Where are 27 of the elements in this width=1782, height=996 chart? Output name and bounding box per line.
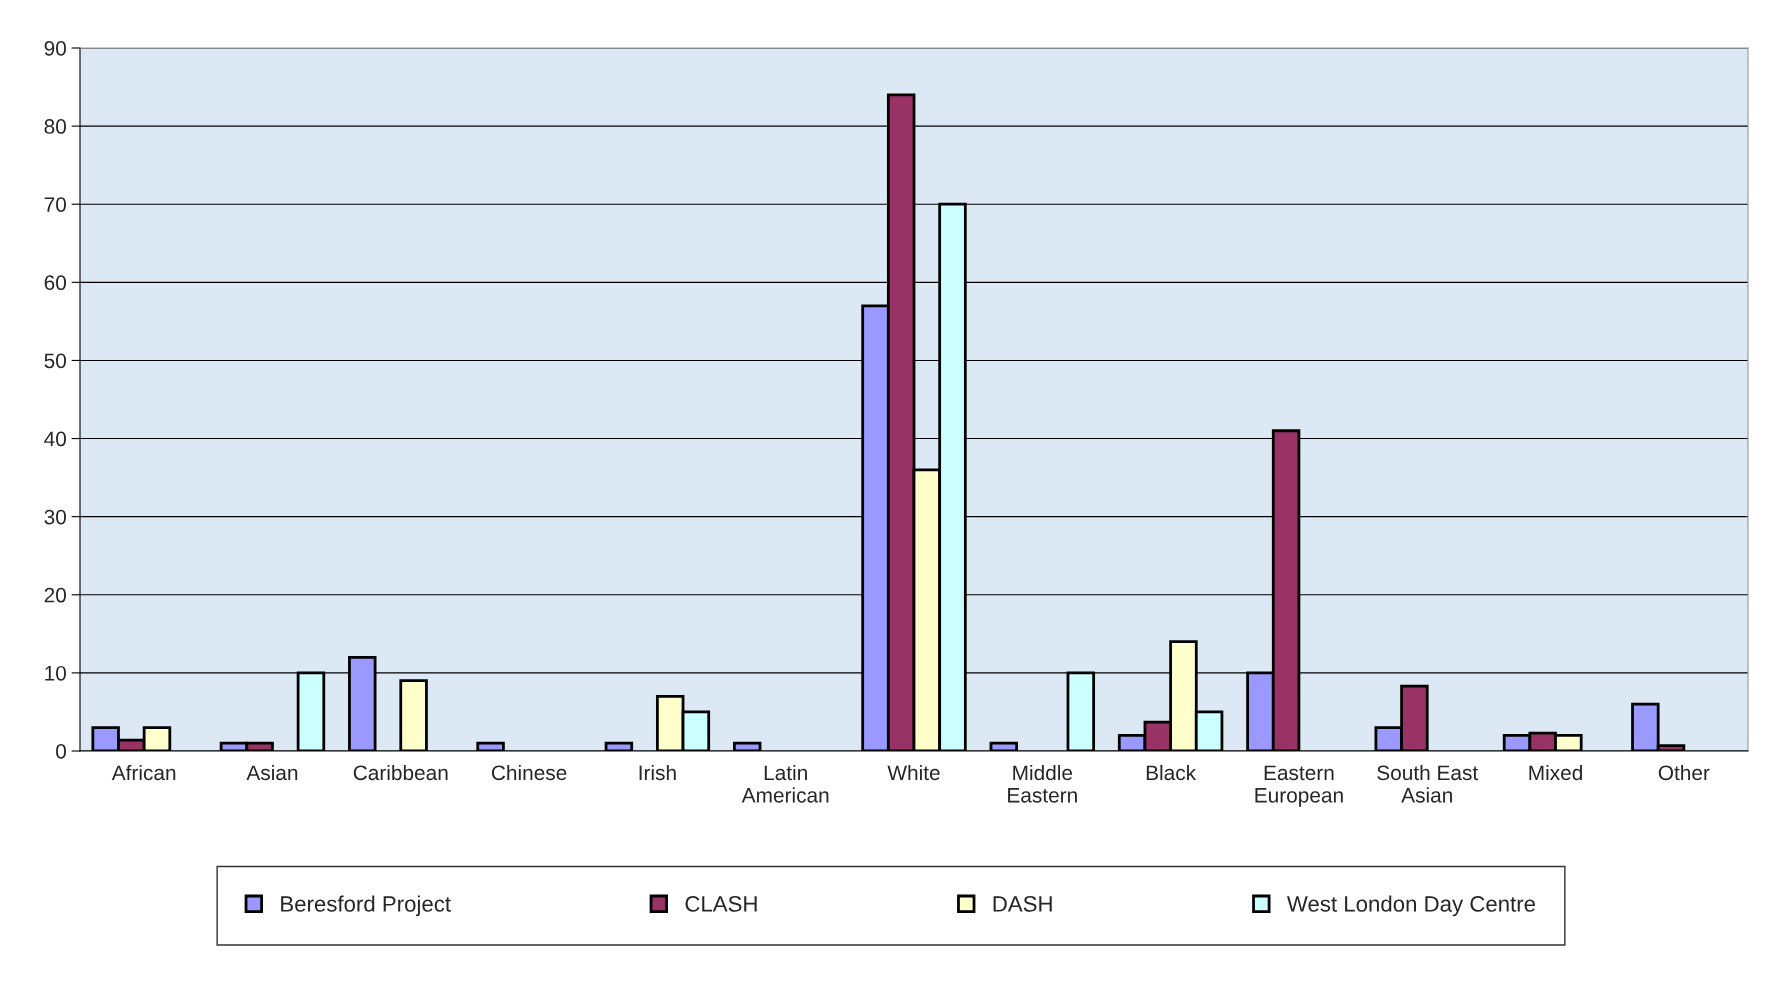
y-tick-label: 90 [44,41,66,56]
x-tick-label: Black [1146,764,1197,781]
x-tick-label: Asian [246,764,298,781]
legend-label: Beresford Project [281,895,451,917]
x-tick-label: Eastern European [1255,765,1343,807]
legend-label: West London Day Centre [1286,895,1536,917]
legend-label: DASH [993,896,1052,912]
x-tick-label: African [111,764,176,781]
x-tick-label: Other [1658,764,1710,781]
x-tick-label: South East Asian [1377,764,1479,803]
y-tick-label: 20 [44,587,66,603]
x-tick-label: Chinese [491,764,567,781]
x-tick-label: Mixed [1529,764,1582,781]
x-tick-label: Irish [639,764,676,781]
x-tick-label: Latin American [741,764,829,803]
y-tick-label: 30 [44,509,66,525]
y-tick-label: 50 [44,353,66,369]
y-tick-label: 60 [44,275,66,291]
x-tick-label: White [887,764,940,781]
y-tick-label: 40 [44,431,66,447]
x-tick-label: Middle Eastern [1008,764,1077,803]
y-tick-label: 0 [56,744,66,759]
y-tick-label: 70 [44,197,66,212]
y-tick-label: 10 [45,665,66,681]
legend-label: CLASH [685,896,757,912]
x-tick-label: Caribbean [353,764,448,781]
y-tick-label: 80 [44,119,66,134]
